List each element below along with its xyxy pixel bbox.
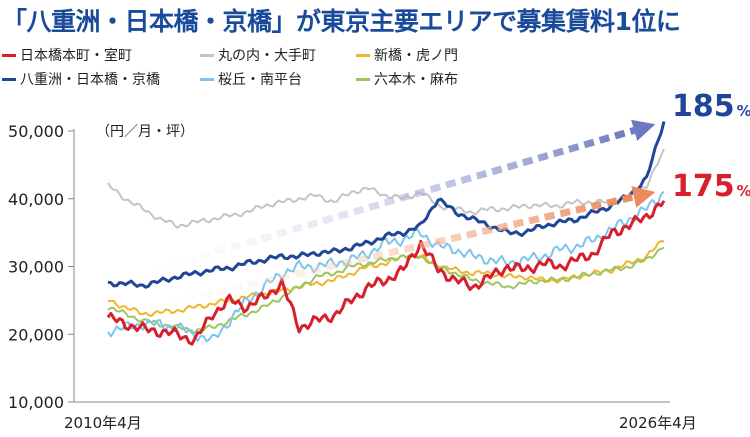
trend-arrow-line bbox=[107, 127, 636, 287]
legend-item: 新橋・虎ノ門 bbox=[356, 44, 458, 66]
legend-label: 桜丘・南平台 bbox=[218, 72, 302, 88]
legend-label: 新橋・虎ノ門 bbox=[374, 48, 458, 64]
trend-arrow-head bbox=[631, 119, 656, 141]
legend-label: 六本木・麻布 bbox=[374, 72, 458, 88]
unit-label: （円／月・坪） bbox=[96, 124, 194, 140]
series-line bbox=[107, 148, 665, 229]
legend-item: 丸の内・大手町 bbox=[200, 44, 316, 66]
legend-swatch bbox=[200, 77, 214, 81]
legend-swatch bbox=[356, 77, 370, 81]
y-tick-label: 30,000 bbox=[8, 258, 64, 277]
y-tick-label: 10,000 bbox=[8, 393, 64, 412]
legend-label: 日本橋本町・室町 bbox=[20, 48, 132, 64]
x-start-label: 2010年4月 bbox=[64, 414, 142, 432]
y-tick-label: 40,000 bbox=[8, 190, 64, 209]
y-tick-label: 50,000 bbox=[8, 122, 64, 141]
legend-swatch bbox=[2, 77, 16, 81]
series-line bbox=[107, 240, 665, 318]
trend-arrow-head bbox=[631, 186, 656, 208]
legend-label: 丸の内・大手町 bbox=[218, 48, 316, 64]
series-line bbox=[107, 190, 665, 343]
growth-percent-label: 175% bbox=[672, 169, 750, 204]
trend-arrow-line bbox=[107, 193, 635, 321]
growth-percent-label: 185% bbox=[672, 89, 750, 124]
series-line bbox=[106, 200, 666, 346]
legend-swatch bbox=[2, 53, 16, 57]
y-tick-label: 20,000 bbox=[8, 325, 64, 344]
series-line bbox=[107, 121, 666, 289]
legend-item: 桜丘・南平台 bbox=[200, 68, 302, 90]
legend-item: 六本木・麻布 bbox=[356, 68, 458, 90]
legend-label: 八重洲・日本橋・京橋 bbox=[20, 72, 160, 88]
legend-item: 日本橋本町・室町 bbox=[2, 44, 132, 66]
legend-swatch bbox=[200, 53, 214, 57]
x-end-label: 2026年4月 bbox=[619, 414, 697, 432]
page-title: 「八重洲・日本橋・京橋」が東京主要エリアで募集賃料1位に bbox=[2, 7, 681, 36]
legend-swatch bbox=[356, 53, 370, 57]
chart-legend: 日本橋本町・室町 丸の内・大手町 新橋・虎ノ門八重洲・日本橋・京橋 桜丘・南平台 六本木… bbox=[0, 44, 750, 100]
legend-item: 八重洲・日本橋・京橋 bbox=[2, 68, 160, 90]
